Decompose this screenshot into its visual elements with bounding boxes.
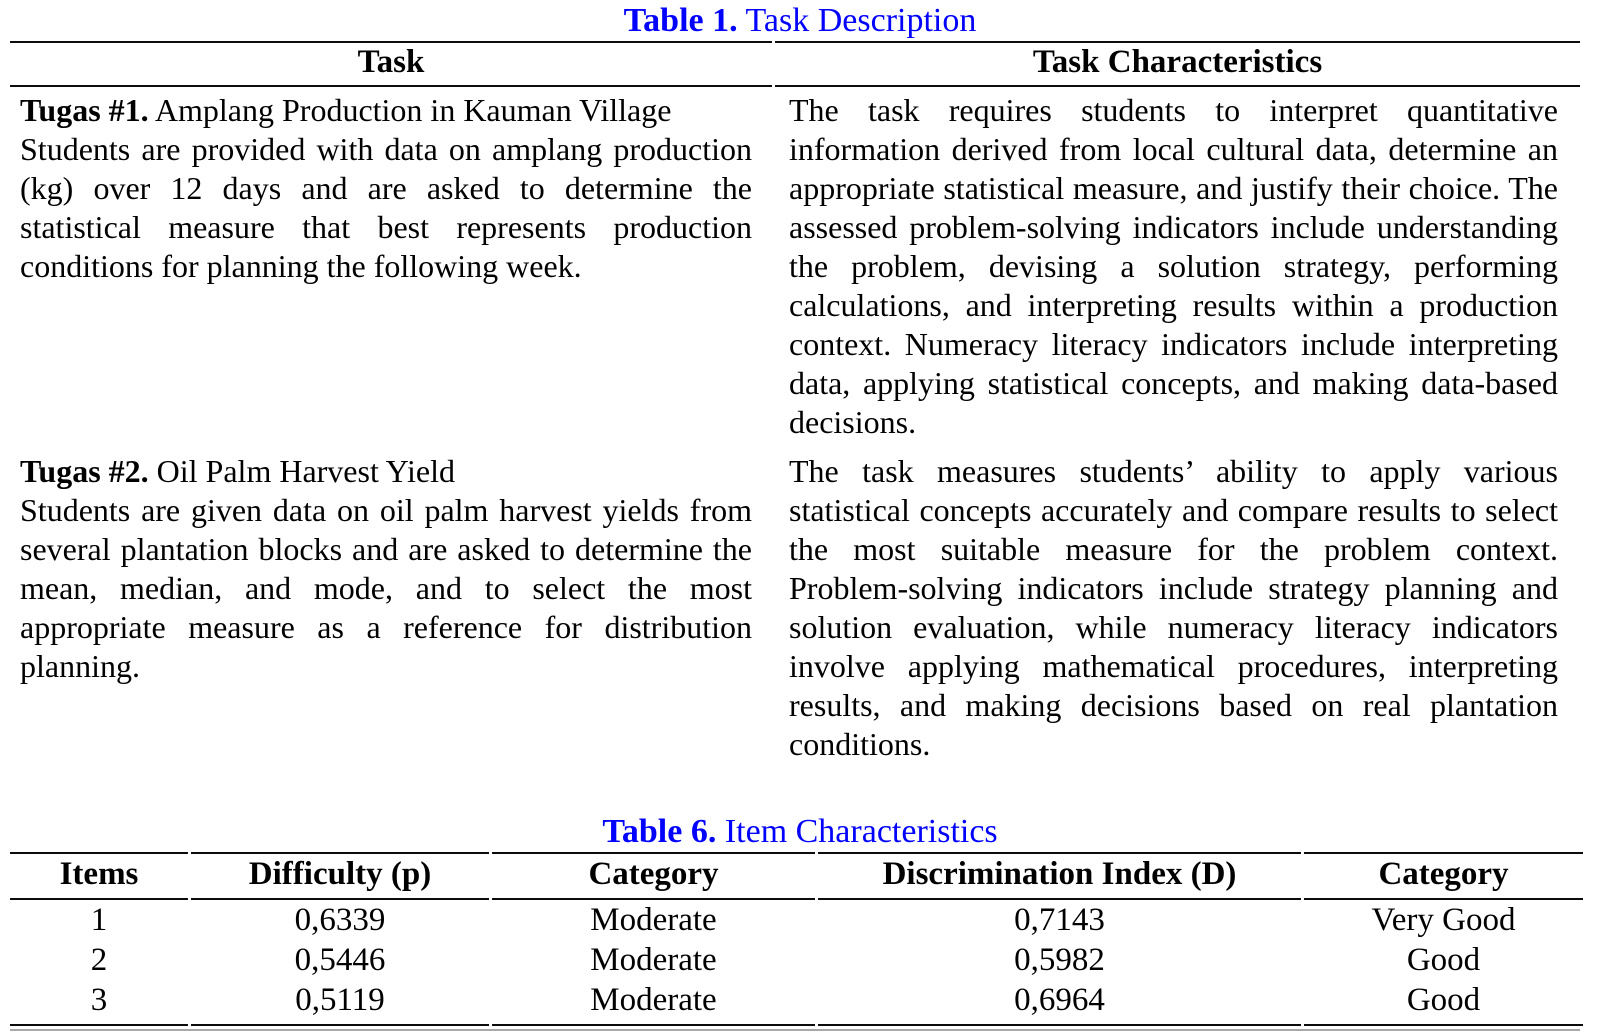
task-body: Students are given data on oil palm harv… [20, 492, 752, 684]
table1-row-tugas2: Tugas #2. Oil Palm Harvest Yield Students… [10, 448, 1580, 770]
characteristics-text: The task requires students to interpret … [789, 92, 1558, 440]
table6-caption: Table 6. Item Characteristics [0, 814, 1600, 850]
table6-header-row: Items Difficulty (p) Category Discrimina… [10, 852, 1583, 900]
table1-header-task: Task [10, 41, 772, 87]
task-text: Tugas #2. Oil Palm Harvest Yield Students… [20, 452, 752, 686]
table6-row-3: 3 0,5119 Moderate 0,6964 Good [10, 980, 1583, 1026]
table6-bottom-double-rule [10, 1029, 1580, 1031]
characteristics-text: The task measures students’ ability to a… [789, 453, 1558, 762]
characteristics-cell: The task measures students’ ability to a… [775, 448, 1580, 770]
task-cell: Tugas #1. Amplang Production in Kauman V… [10, 87, 772, 448]
task-title: Oil Palm Harvest Yield [156, 453, 455, 489]
item-number-cell: 1 [90, 902, 108, 938]
discrimination-category-cell: Good [1406, 942, 1481, 978]
table1-caption: Table 1. Task Description [0, 3, 1600, 39]
task-cell: Tugas #2. Oil Palm Harvest Yield Students… [10, 448, 772, 770]
difficulty-category-cell: Moderate [492, 980, 815, 1026]
discrimination-cell: 0,5982 [1014, 942, 1105, 978]
table1-caption-text: Task Description [745, 2, 977, 39]
table6-header-discrimination: Discrimination Index (D) [818, 852, 1301, 900]
table1-header-row: Task Task Characteristics [10, 41, 1580, 87]
table1-row-tugas1: Tugas #1. Amplang Production in Kauman V… [10, 87, 1580, 448]
task-label: Tugas #1. [20, 92, 149, 128]
discrimination-cell: 0,6964 [818, 980, 1301, 1026]
task-body: Students are provided with data on ampla… [20, 131, 752, 284]
discrimination-cell: 0,7143 [1014, 902, 1105, 938]
difficulty-category-cell: Moderate [590, 942, 717, 978]
table6-caption-label: Table 6. [602, 813, 717, 850]
task-title: Amplang Production in Kauman Village [154, 92, 672, 128]
spacer [0, 770, 1600, 814]
discrimination-category-cell: Good [1304, 980, 1583, 1026]
table6-header-category1: Category [492, 852, 815, 900]
task-label: Tugas #2. [20, 453, 149, 489]
table1-task-description: Task Task Characteristics Tugas #1. Ampl… [7, 41, 1583, 770]
difficulty-cell: 0,6339 [294, 902, 386, 938]
table6-header-items: Items [10, 852, 188, 900]
table6-header-category2: Category [1304, 852, 1583, 900]
table6-caption-text: Item Characteristics [724, 813, 998, 850]
item-number-cell: 3 [10, 980, 188, 1026]
table6-item-characteristics: Items Difficulty (p) Category Discrimina… [7, 852, 1586, 1026]
difficulty-cell: 0,5446 [294, 942, 386, 978]
table1-header-characteristics: Task Characteristics [775, 41, 1580, 87]
table6-row-2: 2 0,5446 Moderate 0,5982 Good [10, 940, 1583, 980]
characteristics-cell: The task requires students to interpret … [775, 87, 1580, 448]
difficulty-category-cell: Moderate [590, 902, 717, 938]
table1-caption-label: Table 1. [623, 2, 738, 39]
table6-header-difficulty: Difficulty (p) [191, 852, 489, 900]
item-number-cell: 2 [90, 942, 108, 978]
task-text: Tugas #1. Amplang Production in Kauman V… [20, 91, 752, 286]
discrimination-category-cell: Very Good [1371, 902, 1516, 938]
table6-row-1: 1 0,6339 Moderate 0,7143 Very Good [10, 900, 1583, 940]
difficulty-cell: 0,5119 [191, 980, 489, 1026]
